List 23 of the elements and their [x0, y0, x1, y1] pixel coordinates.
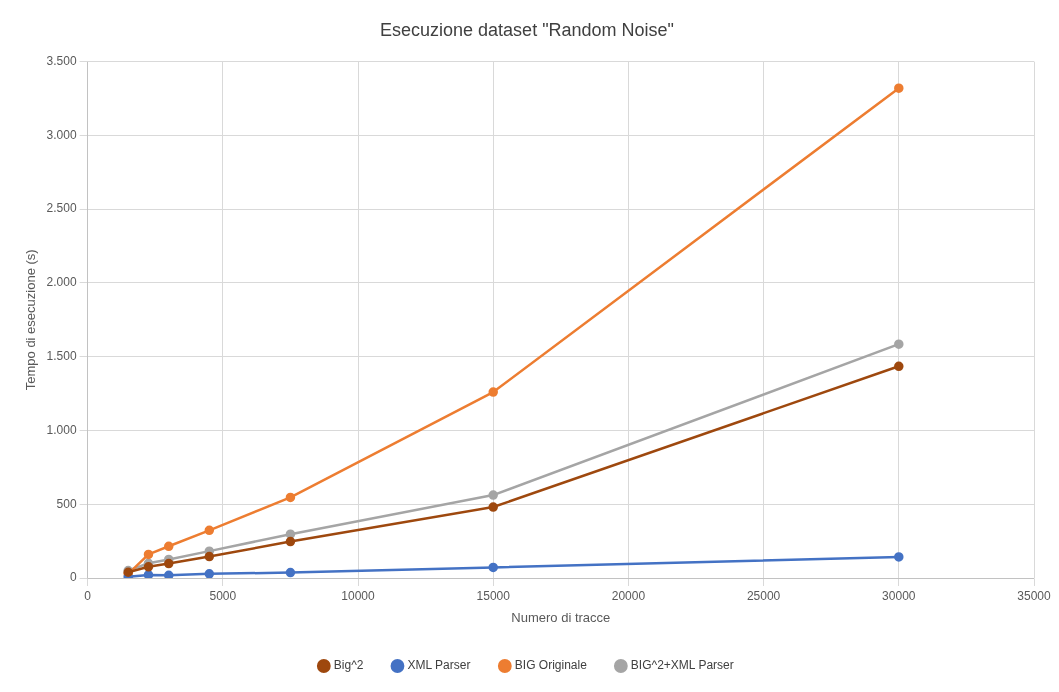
x-tick-label: 35000 [1017, 588, 1052, 603]
x-tick-label: 15000 [476, 588, 511, 603]
y-tick-label: 1.500 [46, 349, 77, 363]
y-axis-title: Tempo di esecuzione (s) [23, 249, 39, 391]
legend-label: Big^2 [333, 658, 364, 673]
x-tick-label: 5000 [209, 588, 237, 603]
y-tick-label: 2.500 [46, 201, 77, 216]
x-tick-label: 0 [84, 588, 92, 603]
legend-label: BIG Originale [514, 658, 588, 673]
y-tick-label: 3.500 [46, 53, 77, 68]
y-tick-label: 500 [56, 496, 77, 511]
chart-title: Esecuzione dataset "Random Noise" [380, 19, 674, 40]
y-tick-label: 3.000 [46, 127, 77, 142]
legend-label: BIG^2+XML Parser [630, 658, 734, 673]
x-tick-label: 30000 [882, 588, 916, 603]
x-axis-title: Numero di tracce [511, 609, 611, 625]
legend-label: XML Parser [407, 658, 471, 673]
x-tick-label: 25000 [746, 588, 781, 603]
y-tick-label: 2.000 [46, 275, 77, 290]
x-tick-label: 10000 [341, 588, 376, 603]
y-tick-label: 0 [69, 570, 77, 585]
x-tick-label: 20000 [611, 588, 646, 603]
y-tick-label: 1.000 [46, 422, 77, 437]
